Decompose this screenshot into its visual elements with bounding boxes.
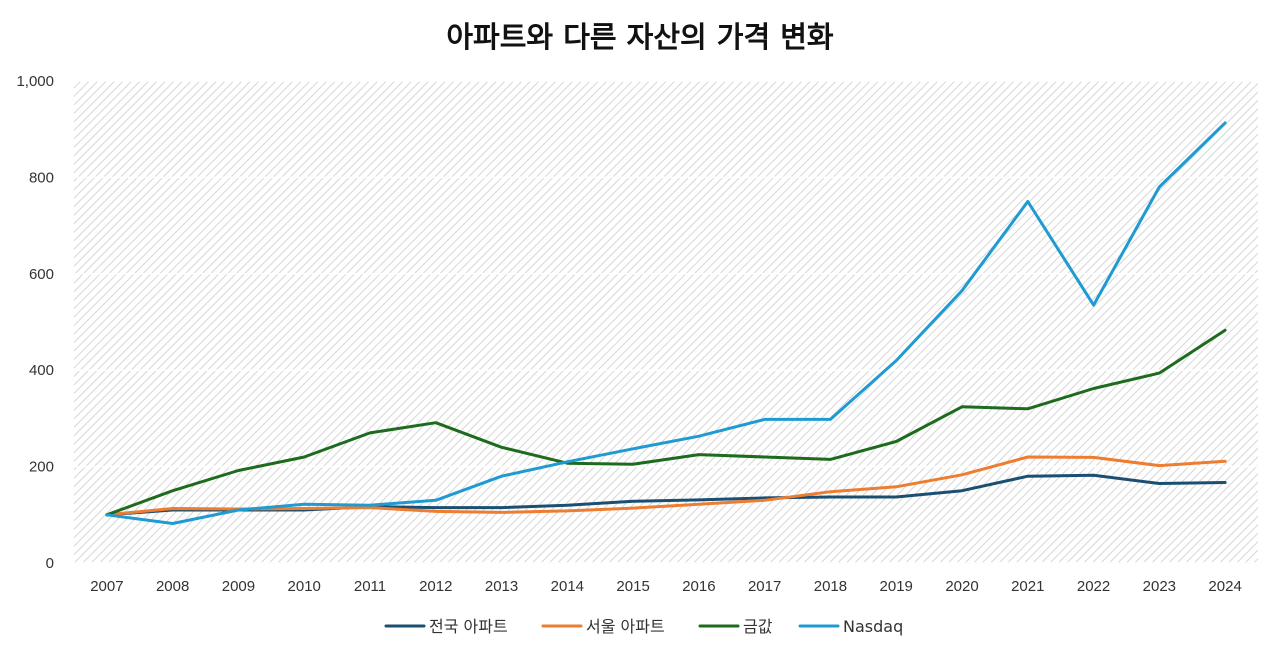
x-tick-label: 2013	[485, 578, 518, 595]
y-tick-label: 600	[29, 266, 54, 283]
x-tick-label: 2024	[1208, 578, 1241, 595]
legend-label-2: 금값	[743, 617, 773, 636]
plot-area	[74, 81, 1258, 563]
y-tick-label: 1,000	[16, 73, 54, 90]
y-tick-label: 0	[46, 555, 54, 572]
y-tick-label: 800	[29, 169, 54, 186]
legend-label-3: Nasdaq	[843, 617, 903, 636]
legend: 전국 아파트 서울 아파트 금값 Nasdaq	[384, 617, 903, 636]
legend-label-1: 서울 아파트	[586, 617, 665, 636]
x-tick-label: 2010	[288, 578, 321, 595]
x-tick-label: 2020	[945, 578, 978, 595]
series-lines	[105, 121, 1227, 525]
x-tick-label: 2017	[748, 578, 781, 595]
x-tick-label: 2015	[616, 578, 649, 595]
x-tick-label: 2007	[90, 578, 123, 595]
y-axis-ticks: 0 200 400 600 800 1,000	[16, 73, 54, 572]
series-line-2	[105, 328, 1227, 517]
x-axis-ticks: 2007 2008 2009 2010 2011 2012 2013 2014 2015 2016…	[90, 578, 1242, 595]
series-line-1	[105, 455, 1227, 517]
series-line-3	[105, 121, 1227, 525]
y-tick-label: 200	[29, 459, 54, 476]
gridlines	[74, 80, 1258, 564]
y-tick-label: 400	[29, 362, 54, 379]
x-tick-label: 2011	[354, 578, 386, 595]
x-tick-label: 2018	[814, 578, 847, 595]
chart-title: 아파트와 다른 자산의 가격 변화	[446, 20, 834, 54]
x-tick-label: 2023	[1143, 578, 1176, 595]
legend-label-0: 전국 아파트	[429, 617, 508, 636]
x-tick-label: 2008	[156, 578, 189, 595]
x-tick-label: 2012	[419, 578, 452, 595]
x-tick-label: 2016	[682, 578, 715, 595]
x-tick-label: 2022	[1077, 578, 1110, 595]
x-tick-label: 2021	[1011, 578, 1044, 595]
x-tick-label: 2019	[880, 578, 913, 595]
x-tick-label: 2009	[222, 578, 255, 595]
x-tick-label: 2014	[551, 578, 584, 595]
